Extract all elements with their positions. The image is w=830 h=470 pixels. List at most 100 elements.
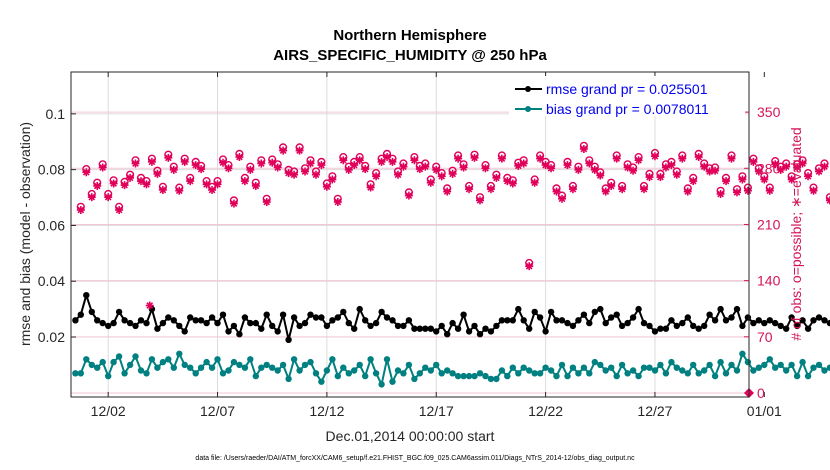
rmse-point	[761, 319, 768, 327]
rmse-point	[739, 322, 746, 330]
bias-point	[405, 361, 413, 369]
obs-evaluated-point	[306, 159, 315, 168]
obs-evaluated-point	[459, 163, 468, 172]
obs-evaluated-point	[421, 162, 430, 171]
obs-evaluated-point	[727, 154, 736, 163]
bias-point	[323, 367, 331, 374]
obs-evaluated-point	[235, 153, 244, 162]
obs-evaluated-point	[175, 186, 184, 195]
bias-point	[733, 367, 741, 374]
rmse-point	[564, 319, 571, 327]
rmse-point	[105, 322, 112, 330]
obs-evaluated-point	[240, 177, 249, 186]
bias-point	[367, 356, 374, 363]
rmse-point	[159, 319, 167, 327]
rmse-point	[170, 317, 177, 324]
bias-point	[542, 364, 549, 371]
rmse-point	[547, 308, 555, 316]
y-axis-left-label: rmse and bias (model - observation)	[17, 122, 33, 346]
rmse-point	[569, 322, 577, 330]
obs-evaluated-point	[410, 156, 419, 165]
obs-evaluated-point	[169, 165, 178, 174]
rmse-point	[383, 314, 391, 321]
obs-evaluated-point	[716, 189, 725, 198]
bias-point	[351, 367, 358, 374]
obs-evaluated-point	[93, 181, 102, 190]
rmse-point	[154, 325, 161, 332]
rmse-point	[454, 325, 462, 332]
rmse-point	[498, 317, 506, 324]
obs-evaluated-point	[519, 159, 528, 168]
bias-point	[493, 375, 500, 383]
y-right-tick-label: 140	[757, 273, 781, 289]
obs-evaluated-point	[470, 153, 479, 162]
bias-point	[99, 358, 106, 366]
bias-point	[143, 370, 150, 377]
obs-evaluated-point	[142, 180, 151, 189]
obs-evaluated-point	[229, 199, 238, 208]
bias-point	[236, 361, 243, 369]
bias-point	[564, 372, 571, 380]
obs-evaluated-point	[355, 156, 364, 165]
obs-evaluated-point	[645, 173, 654, 182]
bias-point	[187, 364, 194, 371]
obs-evaluated-point	[432, 165, 441, 174]
rmse-point	[405, 317, 413, 324]
obs-evaluated-point	[486, 185, 495, 194]
obs-evaluated-point	[650, 152, 659, 161]
bias-point	[433, 361, 440, 369]
obs-evaluated-point	[678, 154, 687, 163]
obs-evaluated-point	[782, 162, 791, 171]
rmse-point	[711, 317, 719, 324]
obs-evaluated-point	[279, 146, 288, 155]
obs-evaluated-point	[640, 185, 649, 194]
rmse-point	[744, 314, 752, 321]
bias-point	[132, 353, 139, 360]
rmse-point	[701, 322, 708, 330]
bias-point	[799, 358, 806, 366]
bias-point	[181, 361, 188, 369]
bias-point	[580, 364, 588, 371]
obs-evaluated-point	[607, 181, 616, 190]
obs-evaluated-point	[372, 172, 381, 181]
bias-point	[668, 358, 675, 366]
rmse-point	[799, 317, 806, 324]
legend-bias-label: bias grand pr = 0.0078011	[546, 101, 709, 117]
rmse-point	[504, 317, 511, 324]
rmse-point	[673, 322, 680, 330]
obs-evaluated-point	[120, 181, 129, 190]
bias-point	[460, 372, 467, 380]
obs-evaluated-point	[711, 166, 720, 175]
bias-point	[750, 367, 757, 374]
rmse-point	[422, 325, 429, 332]
x-tick-label: 12/22	[528, 403, 563, 419]
obs-evaluated-point	[322, 182, 331, 191]
obs-evaluated-point	[530, 178, 539, 187]
obs-evaluated-point	[475, 196, 484, 205]
bias-point	[285, 375, 292, 383]
obs-evaluated-point	[618, 185, 627, 194]
rmse-point	[83, 292, 90, 299]
rmse-point	[783, 325, 790, 332]
bias-point	[208, 364, 216, 371]
bias-point	[515, 370, 522, 377]
bias-point	[121, 370, 128, 377]
rmse-point	[810, 317, 817, 324]
obs-evaluated-point	[492, 173, 501, 182]
bias-point	[400, 370, 407, 377]
bias-point	[635, 372, 642, 380]
obs-evaluated-point	[333, 198, 342, 206]
rmse-point	[728, 314, 735, 321]
bias-point	[810, 364, 817, 371]
rmse-point	[389, 317, 396, 324]
rmse-point	[208, 314, 216, 321]
rmse-point	[706, 311, 713, 318]
y-left-tick-label: 0.04	[38, 273, 65, 289]
obs-evaluated-point	[82, 168, 91, 177]
bias-point	[274, 367, 281, 374]
obs-evaluated-point	[689, 177, 698, 186]
obs-evaluated-point	[804, 172, 813, 181]
x-tick-label: 12/02	[91, 403, 126, 419]
bias-point	[597, 361, 604, 369]
bias-point	[318, 378, 325, 385]
